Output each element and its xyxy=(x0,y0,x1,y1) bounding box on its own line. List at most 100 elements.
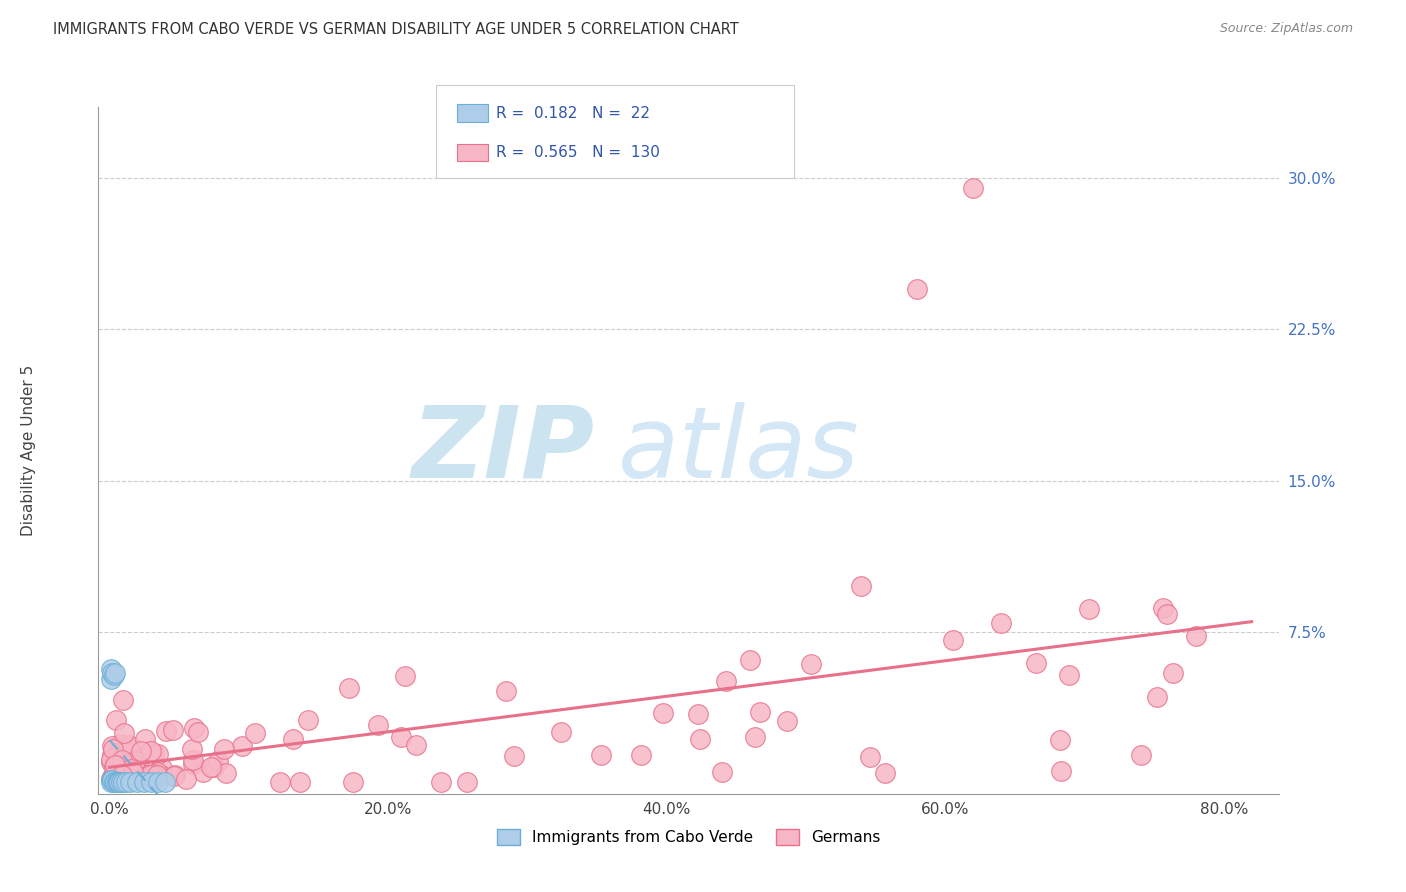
Point xyxy=(107,774,129,789)
Point xyxy=(124,743,146,757)
Point xyxy=(101,742,124,756)
Point xyxy=(100,774,122,789)
Point xyxy=(1156,607,1178,621)
Point xyxy=(134,774,156,789)
Point xyxy=(104,774,127,789)
Point xyxy=(121,769,143,783)
Point xyxy=(101,665,124,680)
Point xyxy=(800,657,823,672)
Point xyxy=(136,771,159,785)
Point xyxy=(103,774,125,789)
Point xyxy=(1049,733,1071,747)
Point xyxy=(1152,601,1174,615)
Point xyxy=(112,774,135,789)
Point xyxy=(124,754,146,768)
Point xyxy=(165,768,187,782)
Point xyxy=(181,753,204,767)
Point xyxy=(131,770,153,784)
Point xyxy=(150,761,173,775)
Point xyxy=(145,764,167,779)
Point xyxy=(120,740,142,755)
Point xyxy=(118,769,141,783)
Point xyxy=(105,774,128,789)
Point xyxy=(1185,630,1208,644)
Point xyxy=(121,763,143,777)
Point xyxy=(120,751,142,765)
Y-axis label: Disability Age Under 5: Disability Age Under 5 xyxy=(21,365,37,536)
Point xyxy=(1161,665,1184,680)
Point xyxy=(1078,602,1101,616)
Point xyxy=(143,746,166,760)
Point xyxy=(990,615,1012,630)
Point xyxy=(630,747,652,762)
Point xyxy=(128,754,150,768)
Point xyxy=(738,652,761,666)
Point xyxy=(101,772,124,787)
Point xyxy=(394,669,416,683)
Point xyxy=(120,763,142,777)
Point xyxy=(689,732,711,747)
Point xyxy=(456,774,478,789)
Point xyxy=(1059,668,1081,682)
Point xyxy=(181,757,204,772)
Point xyxy=(162,723,184,737)
Point xyxy=(155,774,177,789)
Point xyxy=(342,774,364,789)
Point xyxy=(122,771,145,785)
Point xyxy=(1049,764,1071,778)
Point xyxy=(111,766,134,780)
Point xyxy=(117,762,139,776)
Point xyxy=(114,747,136,761)
Point xyxy=(115,771,138,785)
Point xyxy=(108,774,131,789)
Point xyxy=(100,672,122,686)
Point xyxy=(145,767,167,781)
Point xyxy=(281,732,304,747)
Point xyxy=(104,665,127,680)
Point xyxy=(125,759,148,773)
Point xyxy=(110,770,132,784)
Text: IMMIGRANTS FROM CABO VERDE VS GERMAN DISABILITY AGE UNDER 5 CORRELATION CHART: IMMIGRANTS FROM CABO VERDE VS GERMAN DIS… xyxy=(53,22,740,37)
Point xyxy=(183,721,205,735)
Point xyxy=(103,751,125,765)
Point xyxy=(135,767,157,781)
Point xyxy=(155,724,177,739)
Point xyxy=(107,745,129,759)
Point xyxy=(1146,690,1168,704)
Point xyxy=(138,767,160,781)
Point xyxy=(112,726,135,740)
Point xyxy=(121,756,143,771)
Point xyxy=(129,744,152,758)
Point xyxy=(105,713,128,727)
Point xyxy=(100,772,122,787)
Text: Source: ZipAtlas.com: Source: ZipAtlas.com xyxy=(1219,22,1353,36)
Point xyxy=(100,772,122,786)
Point xyxy=(181,742,204,756)
Point xyxy=(120,774,142,789)
Point xyxy=(269,774,291,789)
Point xyxy=(104,758,127,772)
Point xyxy=(589,747,612,762)
Point xyxy=(112,692,135,706)
Point xyxy=(134,731,156,746)
Point xyxy=(1025,656,1047,670)
Point xyxy=(776,714,799,729)
Point xyxy=(288,774,311,789)
Point xyxy=(651,706,673,720)
Point xyxy=(101,739,124,753)
Point xyxy=(207,754,229,768)
Point xyxy=(100,756,122,770)
Point xyxy=(503,749,526,764)
Point xyxy=(101,770,124,784)
Legend: Immigrants from Cabo Verde, Germans: Immigrants from Cabo Verde, Germans xyxy=(491,823,887,852)
Point xyxy=(127,762,149,776)
Point xyxy=(187,724,209,739)
Point xyxy=(110,767,132,781)
Point xyxy=(367,718,389,732)
Point xyxy=(107,762,129,776)
Point xyxy=(688,707,710,722)
Point xyxy=(202,759,225,773)
Point xyxy=(163,769,186,783)
Point xyxy=(243,726,266,740)
Point xyxy=(108,772,131,786)
